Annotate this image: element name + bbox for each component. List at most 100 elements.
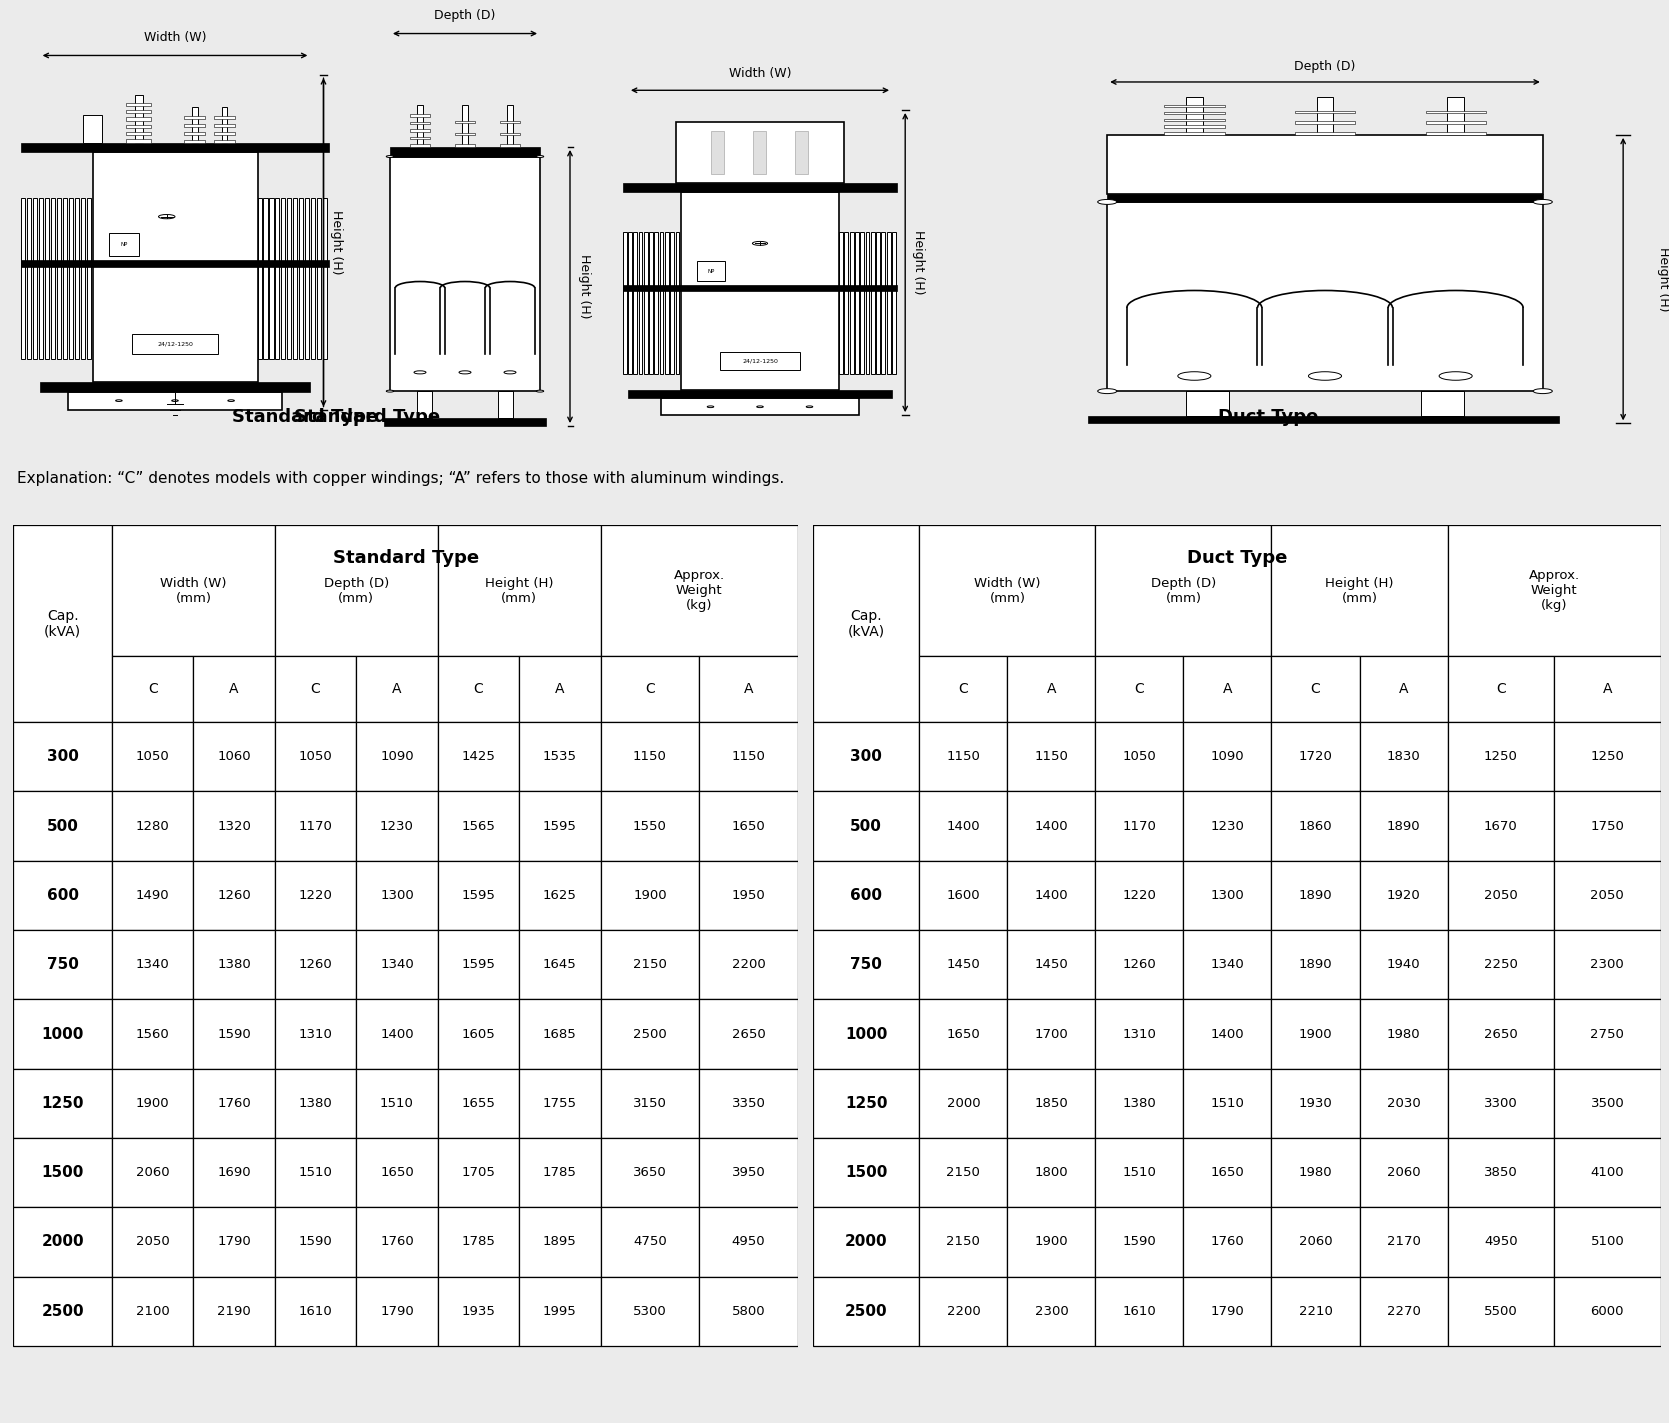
Text: 1625: 1625 (542, 889, 577, 902)
Circle shape (172, 400, 179, 401)
Circle shape (459, 371, 471, 374)
Bar (519, 999, 601, 1069)
Bar (1008, 656, 1095, 721)
Text: 2190: 2190 (217, 1305, 250, 1318)
Bar (194, 999, 275, 1069)
Bar (411, 144, 431, 147)
Bar (1554, 1207, 1661, 1276)
Bar (57, 198, 62, 359)
Bar (628, 390, 891, 398)
Text: 1785: 1785 (542, 1167, 577, 1180)
Bar (384, 417, 546, 425)
Bar (813, 931, 920, 999)
Bar (699, 1069, 798, 1138)
Bar (310, 198, 315, 359)
Bar (1447, 861, 1554, 931)
Bar (456, 121, 476, 124)
Bar (1165, 111, 1225, 114)
Bar (1095, 656, 1183, 721)
Bar (794, 131, 808, 174)
Bar (1183, 1138, 1272, 1207)
Text: Approx.
Weight
(kg): Approx. Weight (kg) (1529, 569, 1579, 612)
Bar (127, 125, 152, 128)
Text: 1590: 1590 (299, 1235, 332, 1248)
Text: 1090: 1090 (1210, 750, 1245, 763)
Text: 1565: 1565 (462, 820, 496, 832)
Bar (696, 262, 724, 280)
Circle shape (227, 400, 234, 401)
Bar (1183, 721, 1272, 791)
Bar (38, 198, 43, 359)
Bar (1183, 1069, 1272, 1138)
Bar (1095, 861, 1183, 931)
Text: 1760: 1760 (1210, 1235, 1245, 1248)
Text: C: C (644, 682, 654, 696)
Text: 1000: 1000 (845, 1026, 888, 1042)
Text: 1000: 1000 (42, 1026, 83, 1042)
Bar (305, 198, 309, 359)
Bar (13, 1138, 112, 1207)
Text: 1790: 1790 (217, 1235, 250, 1248)
Text: 2170: 2170 (1387, 1235, 1420, 1248)
Bar (275, 931, 355, 999)
Text: 1400: 1400 (1035, 889, 1068, 902)
Text: Width (W)
(mm): Width (W) (mm) (975, 576, 1041, 605)
Text: 4950: 4950 (1484, 1235, 1517, 1248)
Text: Height (H)
(mm): Height (H) (mm) (1325, 576, 1394, 605)
Bar (501, 132, 521, 135)
Text: 1595: 1595 (462, 958, 496, 972)
Bar (1425, 121, 1485, 124)
Bar (275, 1138, 355, 1207)
Text: 2060: 2060 (1298, 1235, 1332, 1248)
Text: 1510: 1510 (299, 1167, 332, 1180)
Bar (699, 1276, 798, 1346)
Bar (127, 139, 152, 142)
Bar (1183, 861, 1272, 931)
Bar (1554, 1276, 1661, 1346)
Bar (1008, 721, 1095, 791)
Bar (1425, 132, 1485, 135)
Bar (601, 861, 699, 931)
Bar (519, 861, 601, 931)
Text: 1590: 1590 (217, 1027, 250, 1040)
Bar (1095, 1138, 1183, 1207)
Text: 1050: 1050 (1123, 750, 1157, 763)
Bar (1554, 656, 1661, 721)
Bar (194, 931, 275, 999)
Text: 1500: 1500 (845, 1165, 888, 1180)
Text: 1610: 1610 (299, 1305, 332, 1318)
Text: 3150: 3150 (633, 1097, 668, 1110)
Bar (1447, 1069, 1554, 1138)
Circle shape (536, 155, 544, 158)
Bar (417, 105, 422, 147)
Text: 1790: 1790 (381, 1305, 414, 1318)
Bar (601, 931, 699, 999)
Bar (275, 1207, 355, 1276)
Text: Approx.
Weight
(kg): Approx. Weight (kg) (674, 569, 724, 612)
Text: 300: 300 (850, 750, 881, 764)
Bar (13, 1207, 112, 1276)
Bar (194, 1207, 275, 1276)
Bar (194, 656, 275, 721)
Bar (184, 117, 205, 118)
Bar (920, 791, 1008, 861)
Bar (194, 861, 275, 931)
Bar (920, 1276, 1008, 1346)
Text: 1230: 1230 (381, 820, 414, 832)
Bar (1554, 861, 1661, 931)
Text: 4100: 4100 (1591, 1167, 1624, 1180)
Bar (437, 791, 519, 861)
Bar (68, 391, 282, 410)
Bar (497, 391, 512, 417)
Bar (860, 232, 865, 374)
Bar (1008, 861, 1095, 931)
Bar (275, 1276, 355, 1346)
Text: 1280: 1280 (135, 820, 170, 832)
Bar (87, 198, 90, 359)
Bar (27, 198, 32, 359)
Bar (13, 721, 112, 791)
Text: 500: 500 (850, 818, 881, 834)
Bar (1095, 999, 1183, 1069)
Bar (194, 1276, 275, 1346)
Text: 1400: 1400 (946, 820, 980, 832)
